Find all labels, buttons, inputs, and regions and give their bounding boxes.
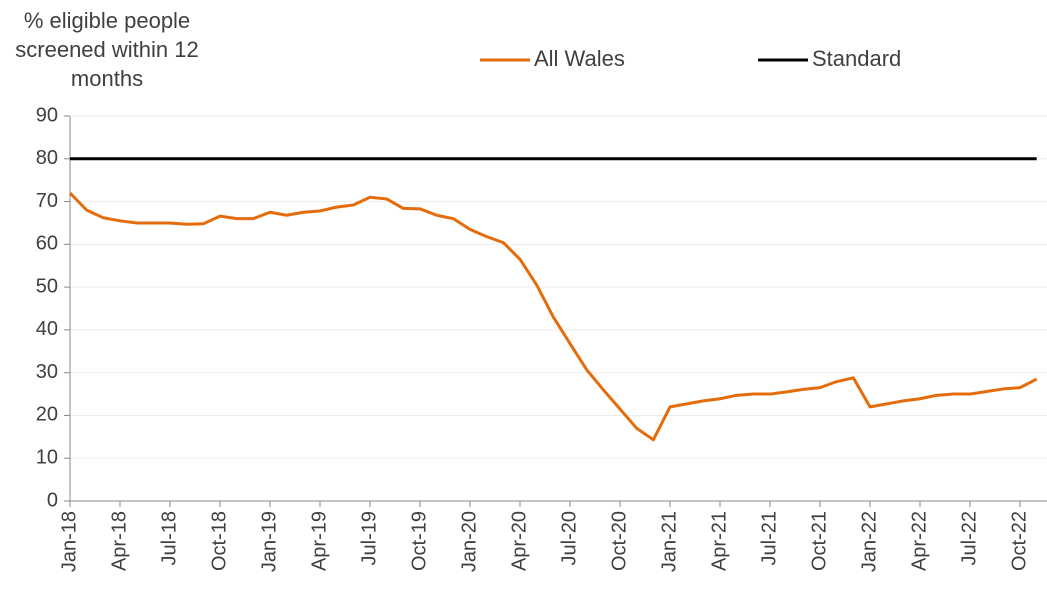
y-tick-label: 60 <box>36 233 58 255</box>
y-tick-label: 70 <box>36 190 58 212</box>
y-tick-label: 20 <box>36 404 58 426</box>
x-tick-label: Oct-18 <box>208 511 230 571</box>
y-tick-label: 0 <box>47 489 58 511</box>
x-tick-label: Jul-18 <box>158 511 180 565</box>
y-tick-label: 40 <box>36 318 58 340</box>
y-tick-label: 50 <box>36 275 58 297</box>
x-tick-label: Jan-21 <box>658 511 680 572</box>
x-tick-label: Apr-18 <box>108 511 130 571</box>
legend-label: Standard <box>812 46 901 71</box>
x-tick-label: Jan-19 <box>258 511 280 572</box>
y-tick-label: 30 <box>36 361 58 383</box>
x-tick-label: Jan-20 <box>458 511 480 572</box>
y-axis-title: % eligible people screened within 12 mon… <box>15 8 199 91</box>
x-tick-label: Jul-22 <box>958 511 980 565</box>
x-tick-label: Oct-20 <box>608 511 630 571</box>
series-line <box>68 191 1038 442</box>
y-tick-label: 10 <box>36 447 58 469</box>
x-tick-label: Apr-21 <box>708 511 730 571</box>
x-tick-label: Jan-18 <box>58 511 80 572</box>
x-tick-label: Jul-19 <box>358 511 380 565</box>
x-tick-label: Jul-21 <box>758 511 780 565</box>
x-tick-label: Oct-21 <box>808 511 830 571</box>
x-tick-label: Jul-20 <box>558 511 580 565</box>
x-tick-label: Jan-22 <box>858 511 880 572</box>
x-tick-label: Apr-19 <box>308 511 330 571</box>
x-tick-label: Oct-19 <box>408 511 430 571</box>
x-tick-label: Oct-22 <box>1008 511 1030 571</box>
legend-label: All Wales <box>534 46 625 71</box>
y-tick-label: 80 <box>36 147 58 169</box>
x-tick-label: Apr-20 <box>508 511 530 571</box>
x-tick-label: Apr-22 <box>908 511 930 571</box>
y-tick-label: 90 <box>36 104 58 126</box>
